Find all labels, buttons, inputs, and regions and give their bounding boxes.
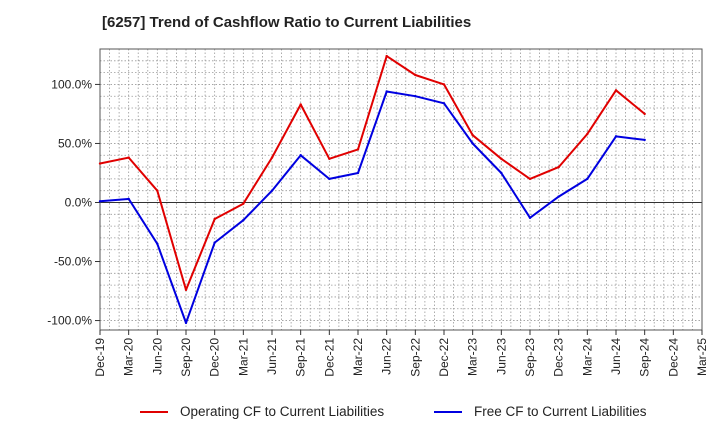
data-point-free-cf [500, 171, 503, 175]
legend: Operating CF to Current Liabilities Free… [0, 404, 720, 426]
x-tick-label: Dec-24 [666, 338, 680, 377]
x-tick-label: Mar-22 [351, 338, 365, 376]
x-tick-label: Dec-19 [93, 338, 107, 377]
x-tick-label: Dec-21 [322, 338, 336, 377]
data-point-operating-cf [184, 288, 188, 292]
legend-swatch-free-cf [434, 410, 462, 413]
legend-swatch-operating-cf [140, 410, 168, 413]
data-point-operating-cf [242, 202, 245, 205]
data-point-operating-cf [156, 189, 159, 192]
x-tick-label: Mar-21 [236, 338, 250, 376]
data-point-free-cf [528, 216, 532, 220]
data-point-free-cf [299, 154, 302, 157]
x-tick-label: Mar-24 [580, 338, 594, 376]
data-point-operating-cf [586, 132, 589, 136]
data-point-free-cf [442, 102, 446, 105]
data-point-free-cf [184, 321, 188, 325]
data-point-operating-cf [414, 73, 417, 77]
data-point-operating-cf [270, 156, 274, 159]
data-point-operating-cf [127, 156, 130, 159]
data-point-operating-cf [442, 83, 446, 86]
x-tick-label: Jun-21 [265, 338, 279, 375]
x-tick-label: Dec-23 [552, 338, 566, 377]
data-point-free-cf [385, 90, 388, 93]
x-tick-label: Jun-20 [150, 338, 164, 375]
data-point-free-cf [98, 200, 102, 203]
data-point-operating-cf [98, 162, 102, 165]
data-point-free-cf [557, 195, 560, 198]
x-tick-label: Jun-24 [609, 338, 623, 375]
x-tick-label: Dec-20 [208, 338, 222, 377]
data-point-free-cf [586, 177, 589, 181]
data-point-free-cf [242, 218, 245, 222]
x-tick-label: Mar-20 [122, 338, 136, 376]
plot-frame [99, 48, 703, 331]
data-point-operating-cf [299, 103, 302, 106]
legend-item-operating-cf: Operating CF to Current Liabilities [140, 404, 384, 419]
legend-label-free-cf: Free CF to Current Liabilities [474, 404, 647, 419]
y-tick-label: -100.0% [47, 314, 92, 328]
data-point-operating-cf [385, 54, 388, 58]
data-point-free-cf [270, 189, 274, 192]
y-tick-label: 0.0% [65, 195, 93, 209]
y-tick-label: 100.0% [51, 77, 92, 91]
legend-label-operating-cf: Operating CF to Current Liabilities [180, 404, 385, 419]
x-tick-label: Mar-25 [695, 338, 709, 376]
data-point-free-cf [356, 171, 360, 175]
data-point-operating-cf [471, 133, 474, 137]
data-point-operating-cf [643, 112, 646, 116]
x-tick-label: Jun-23 [494, 338, 508, 375]
data-point-free-cf [127, 197, 130, 201]
data-point-free-cf [614, 135, 618, 138]
y-tick-label: 50.0% [58, 136, 92, 150]
y-tick-label: -50.0% [54, 255, 92, 269]
data-point-free-cf [156, 242, 159, 246]
data-point-operating-cf [557, 165, 560, 169]
data-point-free-cf [213, 241, 216, 244]
x-tick-label: Sep-20 [179, 338, 193, 377]
data-point-free-cf [471, 142, 474, 145]
data-point-free-cf [643, 138, 646, 142]
data-point-operating-cf [213, 217, 216, 221]
data-point-operating-cf [356, 148, 360, 151]
x-tick-label: Sep-22 [408, 338, 422, 377]
x-tick-label: Jun-22 [380, 338, 394, 375]
data-point-free-cf [414, 95, 417, 98]
chart-title: [6257] Trend of Cashflow Ratio to Curren… [102, 14, 472, 31]
x-tick-label: Mar-23 [466, 338, 480, 376]
data-point-operating-cf [614, 89, 618, 92]
series-line-operating-cf [99, 55, 646, 291]
x-tick-label: Sep-23 [523, 338, 537, 377]
x-tick-label: Sep-21 [294, 338, 308, 377]
data-point-free-cf [328, 177, 331, 181]
data-point-operating-cf [528, 177, 532, 181]
legend-item-free-cf: Free CF to Current Liabilities [434, 404, 647, 419]
data-point-operating-cf [328, 157, 331, 161]
x-tick-label: Sep-24 [638, 338, 652, 377]
data-point-operating-cf [500, 157, 503, 161]
series-line-free-cf [99, 90, 645, 324]
x-tick-label: Dec-22 [437, 338, 451, 377]
plot-area [100, 49, 702, 330]
